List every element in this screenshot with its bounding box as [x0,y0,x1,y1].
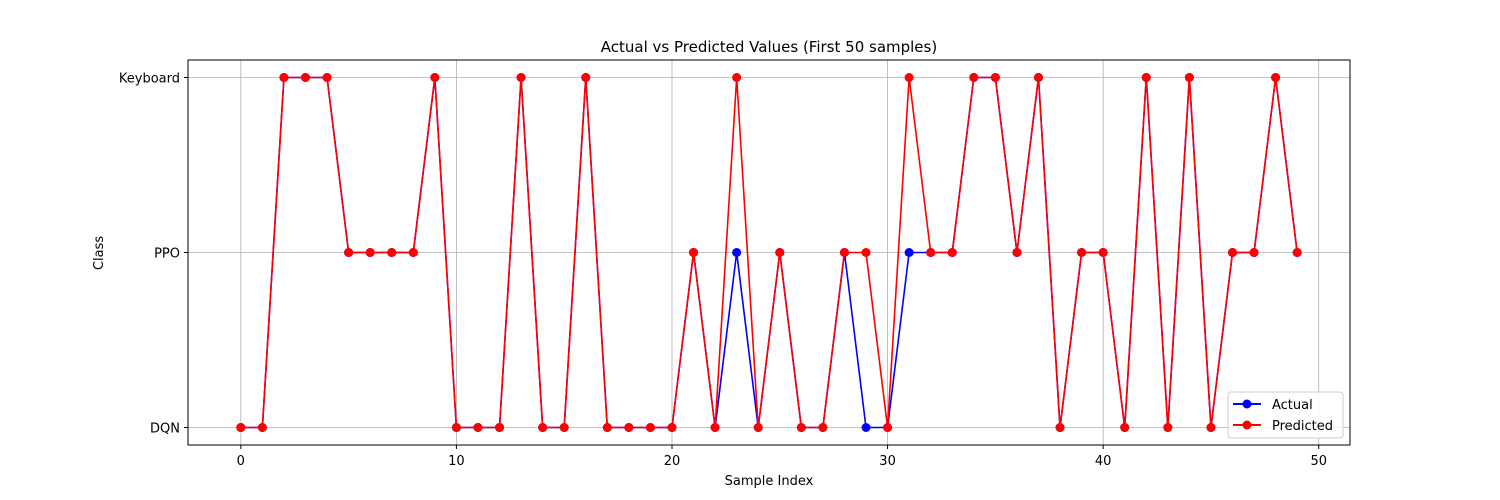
data-point-predicted [516,73,526,82]
data-point-predicted [1271,73,1281,82]
legend-marker-actual [1242,399,1252,409]
data-point-predicted [969,73,979,82]
data-point-actual [904,248,914,257]
data-point-predicted [1012,248,1022,257]
x-tick-label: 20 [664,454,681,469]
data-point-predicted [387,248,397,257]
data-point-actual [732,248,742,257]
y-axis-ticks: DQN PPO Keyboard [119,72,188,437]
data-point-predicted [1249,248,1259,257]
y-tick-label: PPO [154,247,180,262]
data-point-predicted [451,423,461,432]
data-point-predicted [538,423,548,432]
data-point-predicted [279,73,289,82]
data-point-predicted [257,423,267,432]
data-point-predicted [839,248,849,257]
data-point-predicted [1033,73,1043,82]
legend-marker-predicted [1242,420,1252,430]
data-point-predicted [581,73,591,82]
data-point-predicted [904,73,914,82]
series-line-predicted [240,76,1298,429]
data-point-predicted [667,423,677,432]
series-layer [236,73,1302,432]
data-point-predicted [753,423,763,432]
data-point-actual [861,423,871,432]
data-point-predicted [430,73,440,82]
y-tick-label: Keyboard [119,72,180,87]
data-point-predicted [1228,248,1238,257]
data-point-predicted [365,248,375,257]
data-point-predicted [602,423,612,432]
y-tick-label: DQN [150,422,180,437]
data-point-predicted [1120,423,1130,432]
x-axis-ticks: 0 10 20 30 40 50 [237,445,1327,469]
data-point-predicted [926,248,936,257]
x-tick-label: 50 [1310,454,1327,469]
data-point-predicted [1141,73,1151,82]
data-point-predicted [883,423,893,432]
data-point-predicted [947,248,957,257]
data-point-predicted [300,73,310,82]
data-point-predicted [1292,248,1302,257]
data-point-predicted [710,423,720,432]
data-point-predicted [344,248,354,257]
legend-label-actual: Actual [1272,398,1313,413]
data-point-predicted [473,423,483,432]
data-point-predicted [1163,423,1173,432]
x-tick-label: 40 [1095,454,1112,469]
legend-label-predicted: Predicted [1272,419,1333,434]
legend: Actual Predicted [1227,391,1344,439]
data-point-predicted [689,248,699,257]
data-point-predicted [408,248,418,257]
data-point-predicted [990,73,1000,82]
data-point-predicted [624,423,634,432]
data-point-predicted [1077,248,1087,257]
x-axis-title: Sample Index [725,474,814,489]
x-tick-label: 30 [879,454,896,469]
data-point-predicted [1184,73,1194,82]
x-tick-label: 10 [448,454,465,469]
data-point-predicted [775,248,785,257]
data-point-predicted [796,423,806,432]
data-point-predicted [495,423,505,432]
data-point-predicted [818,423,828,432]
data-point-predicted [322,73,332,82]
x-tick-label: 0 [237,454,245,469]
data-point-predicted [861,248,871,257]
data-point-predicted [1098,248,1108,257]
data-point-predicted [1206,423,1216,432]
data-point-predicted [1055,423,1065,432]
data-point-predicted [732,73,742,82]
data-point-predicted [559,423,569,432]
data-point-predicted [236,423,246,432]
chart-title: Actual vs Predicted Values (First 50 sam… [601,38,937,56]
data-point-predicted [645,423,655,432]
y-axis-title: Class [92,236,107,270]
